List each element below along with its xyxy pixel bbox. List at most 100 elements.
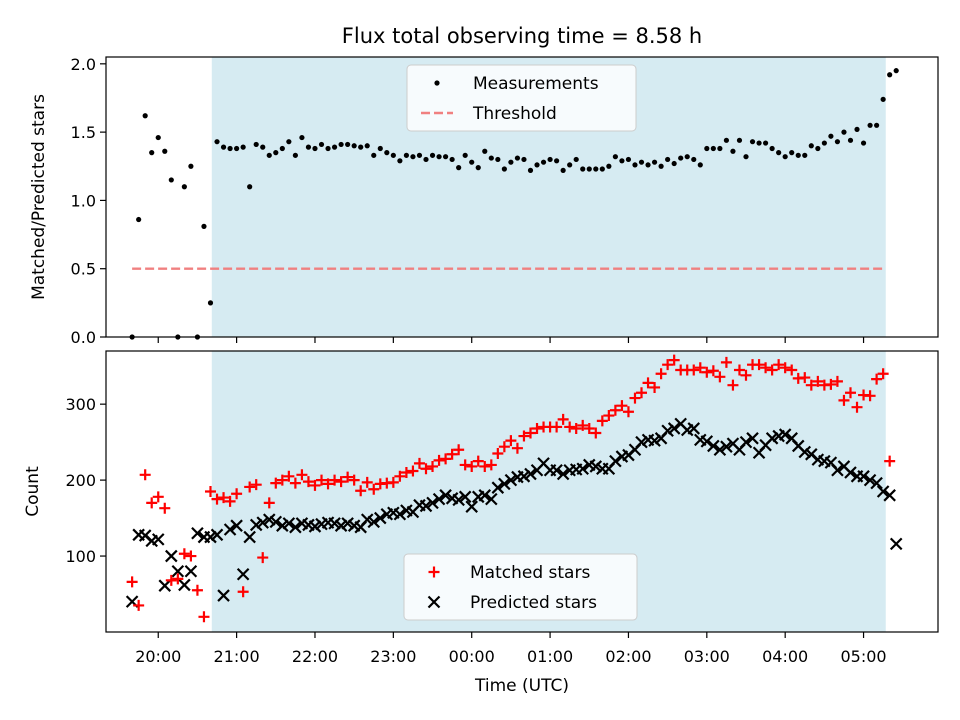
matched-star-mark (812, 375, 824, 387)
predicted-star-mark (687, 422, 701, 435)
matched-star-mark (590, 427, 602, 439)
measurement-point (841, 129, 847, 135)
y-tick-label: 100 (65, 547, 96, 566)
y-tick-label: 0.0 (71, 328, 96, 347)
measurement-point (547, 156, 553, 163)
measurement-point (403, 152, 410, 158)
matched-star-mark (662, 359, 674, 371)
matched-star-mark (609, 404, 621, 416)
predicted-star-mark (498, 477, 511, 491)
measurement-point (286, 139, 292, 145)
measurement-point (847, 137, 854, 143)
measurement-point (573, 156, 579, 163)
matched-star-mark (518, 430, 530, 442)
predicted-star-mark (876, 485, 890, 498)
matched-star-mark (760, 362, 772, 374)
measurement-point (142, 113, 148, 119)
matched-star-mark (564, 421, 576, 433)
matched-star-mark (707, 365, 719, 377)
matched-star-mark (616, 400, 628, 412)
matched-star-mark (603, 410, 615, 422)
predicted-star-mark (210, 528, 224, 542)
predicted-star-mark (223, 523, 237, 536)
matched-star-mark (348, 474, 360, 486)
predicted-star-mark (831, 463, 844, 477)
measurement-point (691, 156, 697, 163)
legend-label: Measurements (473, 74, 599, 94)
matched-star-mark (844, 387, 856, 399)
measurement-point (527, 167, 534, 173)
matched-star-mark (257, 552, 269, 564)
measurement-point (508, 159, 514, 165)
measurement-point (593, 166, 599, 172)
matched-star-mark (884, 455, 896, 467)
measurement-point (136, 216, 142, 223)
matched-star-mark (688, 364, 700, 376)
matched-star-mark (159, 502, 171, 514)
matched-star-mark (178, 548, 190, 560)
measurement-point (638, 159, 645, 165)
measurement-point (521, 156, 527, 163)
predicted-star-mark (485, 492, 498, 506)
measurement-point (279, 145, 285, 152)
bottom-count-marks (125, 354, 903, 623)
measurement-point (292, 152, 298, 158)
measurement-point (495, 156, 501, 163)
matched-star-mark (361, 476, 373, 488)
matched-star-mark (805, 379, 817, 391)
matched-star-mark (198, 611, 210, 623)
predicted-star-mark (700, 435, 714, 448)
y-tick-label: 1.0 (71, 191, 96, 210)
matched-star-mark (596, 415, 608, 427)
measurement-point (305, 144, 312, 150)
top-panel: 0.00.51.01.52.0 Matched/Predicted stars … (29, 55, 939, 347)
matched-star-mark (472, 455, 484, 467)
legend-label: Threshold (472, 104, 557, 124)
predicted-star-mark (720, 440, 733, 453)
matched-star-mark (531, 422, 543, 434)
measurement-point (514, 155, 521, 161)
matched-star-mark (329, 474, 341, 486)
measurement-point (318, 141, 325, 148)
measurement-point (442, 154, 449, 160)
predicted-star-mark (465, 500, 478, 513)
measurement-point (234, 145, 240, 152)
matched-star-mark (583, 422, 595, 434)
x-tick-label: 02:00 (605, 647, 651, 666)
matched-star-mark (838, 394, 850, 406)
matched-star-mark (459, 459, 471, 471)
matched-star-mark (283, 470, 295, 482)
matched-star-mark (799, 372, 811, 384)
predicted-star-mark (230, 519, 243, 532)
matched-star-mark (139, 469, 151, 481)
predicted-star-mark (151, 533, 165, 546)
matched-star-mark (146, 497, 158, 509)
bottom-x-axis-label: Time (UTC) (474, 676, 569, 696)
predicted-star-mark (367, 515, 381, 529)
measurement-point (880, 96, 886, 102)
matched-star-mark (825, 378, 837, 390)
x-tick-label: 00:00 (449, 647, 495, 666)
matched-star-mark (766, 364, 778, 376)
measurement-point (730, 148, 736, 154)
matched-star-mark (244, 481, 256, 493)
measurement-point (586, 166, 592, 172)
matched-star-mark (505, 435, 517, 447)
y-tick-label: 300 (65, 395, 96, 414)
predicted-star-mark (217, 589, 230, 602)
top-legend: Measurements Threshold (406, 64, 637, 132)
matched-star-mark (871, 373, 883, 385)
predicted-star-mark (393, 508, 407, 521)
measurement-point (860, 140, 867, 146)
predicted-star-mark (419, 499, 433, 513)
measurement-point (501, 166, 507, 172)
measurement-point (789, 150, 795, 156)
matched-star-mark (335, 476, 347, 488)
predicted-star-mark (504, 473, 518, 487)
predicted-star-mark (524, 467, 537, 481)
measurement-point (240, 144, 246, 150)
measurement-point (710, 145, 716, 152)
measurement-point (162, 148, 168, 154)
matched-star-mark (427, 460, 439, 472)
measurement-point (456, 165, 462, 171)
